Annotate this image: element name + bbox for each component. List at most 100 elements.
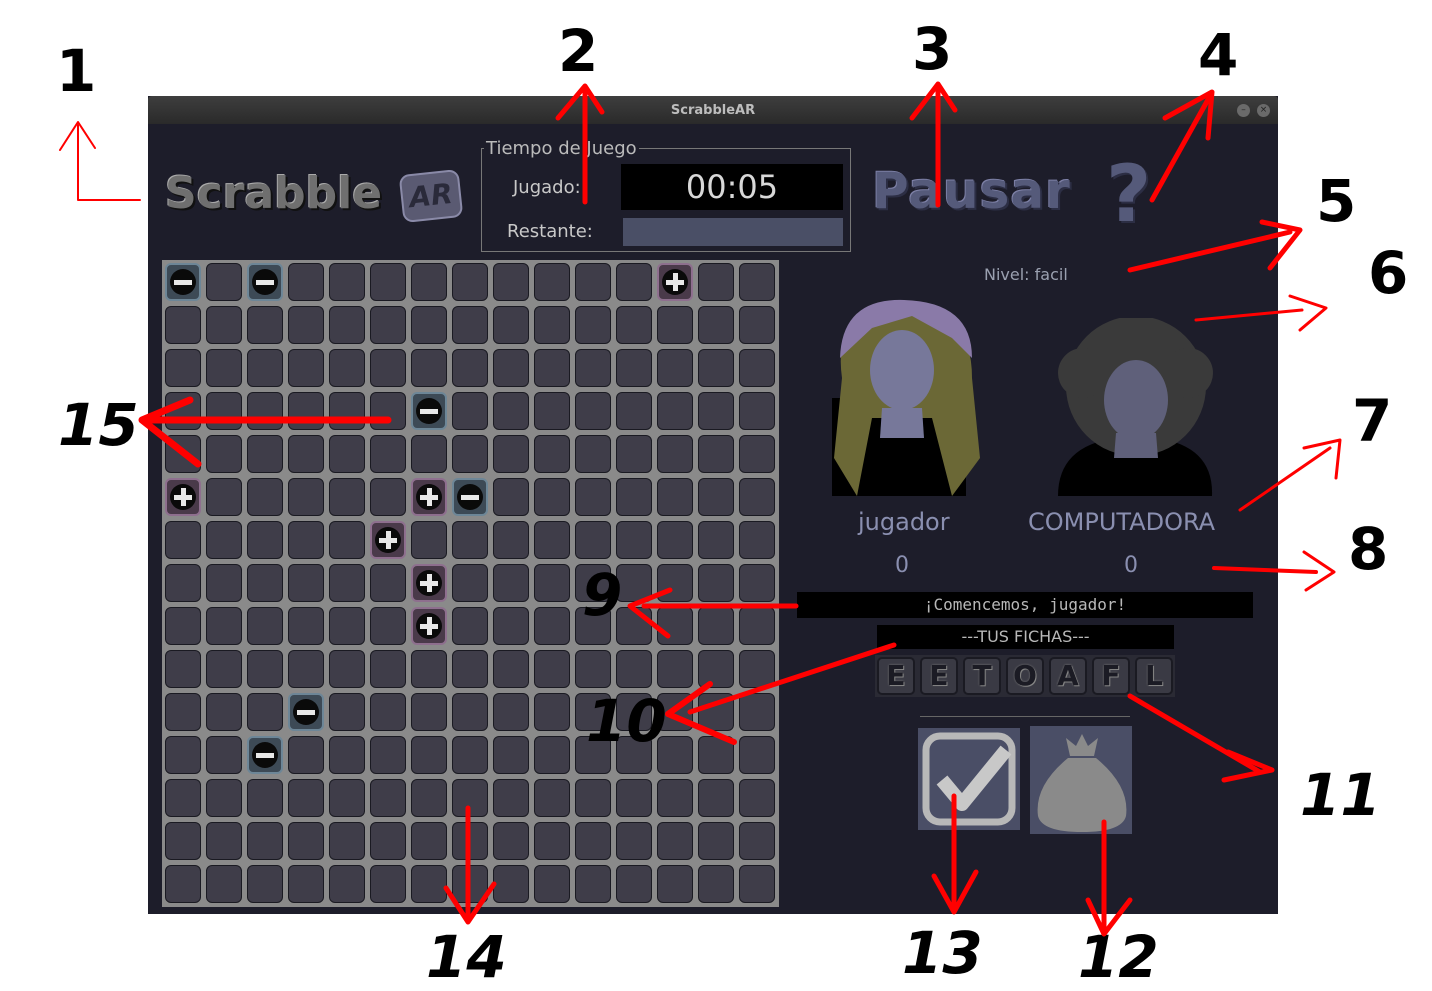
- board-cell[interactable]: [698, 736, 734, 774]
- board-cell[interactable]: [329, 822, 365, 860]
- board-cell[interactable]: [370, 306, 406, 344]
- board-cell[interactable]: [575, 306, 611, 344]
- board-cell[interactable]: [452, 865, 488, 903]
- board-cell[interactable]: [534, 736, 570, 774]
- board-cell[interactable]: [411, 865, 447, 903]
- minimize-icon[interactable]: –: [1237, 104, 1250, 117]
- board-cell[interactable]: [206, 263, 242, 301]
- board-cell[interactable]: [411, 521, 447, 559]
- board-cell[interactable]: [206, 822, 242, 860]
- board-cell[interactable]: [698, 693, 734, 731]
- close-icon[interactable]: ×: [1257, 104, 1270, 117]
- board-cell[interactable]: [206, 865, 242, 903]
- board-cell[interactable]: [575, 435, 611, 473]
- board-cell[interactable]: [616, 779, 652, 817]
- board-cell[interactable]: [165, 822, 201, 860]
- board-cell[interactable]: [698, 650, 734, 688]
- board-cell[interactable]: [534, 693, 570, 731]
- board-cell[interactable]: [534, 564, 570, 602]
- board-cell[interactable]: [534, 392, 570, 430]
- board-cell-plus[interactable]: [411, 564, 447, 602]
- board-cell[interactable]: [247, 392, 283, 430]
- board-cell[interactable]: [657, 392, 693, 430]
- board-cell[interactable]: [534, 306, 570, 344]
- board-cell[interactable]: [288, 392, 324, 430]
- rack-tile[interactable]: E: [920, 657, 958, 695]
- board-cell-minus[interactable]: [247, 263, 283, 301]
- board-cell[interactable]: [370, 564, 406, 602]
- board-cell[interactable]: [739, 478, 775, 516]
- board-cell[interactable]: [534, 478, 570, 516]
- board-cell[interactable]: [616, 736, 652, 774]
- board-cell[interactable]: [452, 693, 488, 731]
- board-cell[interactable]: [206, 693, 242, 731]
- tile-bag-button[interactable]: [1030, 726, 1132, 834]
- board-cell[interactable]: [575, 349, 611, 387]
- board-cell[interactable]: [411, 822, 447, 860]
- board-cell[interactable]: [247, 650, 283, 688]
- board-cell[interactable]: [534, 435, 570, 473]
- board-cell[interactable]: [493, 306, 529, 344]
- board-cell[interactable]: [575, 392, 611, 430]
- board-cell[interactable]: [493, 736, 529, 774]
- board-cell[interactable]: [206, 349, 242, 387]
- board-cell[interactable]: [493, 865, 529, 903]
- board-cell[interactable]: [616, 521, 652, 559]
- board-cell[interactable]: [739, 822, 775, 860]
- board-cell[interactable]: [452, 779, 488, 817]
- board-cell[interactable]: [247, 779, 283, 817]
- board-cell[interactable]: [657, 478, 693, 516]
- board-cell[interactable]: [288, 263, 324, 301]
- board-cell[interactable]: [534, 607, 570, 645]
- board-cell[interactable]: [575, 736, 611, 774]
- board-cell[interactable]: [698, 865, 734, 903]
- board-cell[interactable]: [288, 306, 324, 344]
- board-cell[interactable]: [739, 564, 775, 602]
- board-cell[interactable]: [534, 650, 570, 688]
- board-cell[interactable]: [657, 349, 693, 387]
- board-cell[interactable]: [698, 478, 734, 516]
- board-cell[interactable]: [165, 693, 201, 731]
- board-cell[interactable]: [329, 865, 365, 903]
- board-cell[interactable]: [616, 865, 652, 903]
- board-cell[interactable]: [739, 521, 775, 559]
- board-cell[interactable]: [206, 392, 242, 430]
- board-cell[interactable]: [739, 349, 775, 387]
- board-cell[interactable]: [370, 865, 406, 903]
- board-cell[interactable]: [329, 650, 365, 688]
- board-cell[interactable]: [165, 607, 201, 645]
- board-cell[interactable]: [206, 779, 242, 817]
- board-cell[interactable]: [534, 865, 570, 903]
- board-cell[interactable]: [493, 607, 529, 645]
- board-cell[interactable]: [616, 349, 652, 387]
- board-cell[interactable]: [247, 349, 283, 387]
- rack-tile[interactable]: L: [1135, 657, 1173, 695]
- board-cell[interactable]: [493, 263, 529, 301]
- board-cell-minus[interactable]: [288, 693, 324, 731]
- board-cell[interactable]: [247, 478, 283, 516]
- board-cell[interactable]: [329, 521, 365, 559]
- help-button[interactable]: ?: [1106, 150, 1152, 240]
- board-cell[interactable]: [657, 650, 693, 688]
- board-cell[interactable]: [739, 693, 775, 731]
- board-cell[interactable]: [288, 736, 324, 774]
- board-cell[interactable]: [165, 865, 201, 903]
- board-cell[interactable]: [206, 478, 242, 516]
- confirm-word-button[interactable]: [918, 728, 1020, 830]
- board-cell-plus[interactable]: [411, 478, 447, 516]
- board-cell[interactable]: [329, 306, 365, 344]
- board-cell[interactable]: [165, 736, 201, 774]
- board-cell[interactable]: [411, 650, 447, 688]
- board-cell[interactable]: [452, 521, 488, 559]
- board-cell[interactable]: [165, 392, 201, 430]
- board-cell[interactable]: [452, 392, 488, 430]
- board-cell[interactable]: [534, 349, 570, 387]
- board-cell[interactable]: [370, 822, 406, 860]
- board-cell[interactable]: [739, 306, 775, 344]
- board-cell[interactable]: [493, 521, 529, 559]
- board-cell[interactable]: [206, 607, 242, 645]
- board-cell[interactable]: [534, 263, 570, 301]
- board-cell[interactable]: [493, 564, 529, 602]
- board-cell[interactable]: [493, 650, 529, 688]
- board-cell[interactable]: [288, 521, 324, 559]
